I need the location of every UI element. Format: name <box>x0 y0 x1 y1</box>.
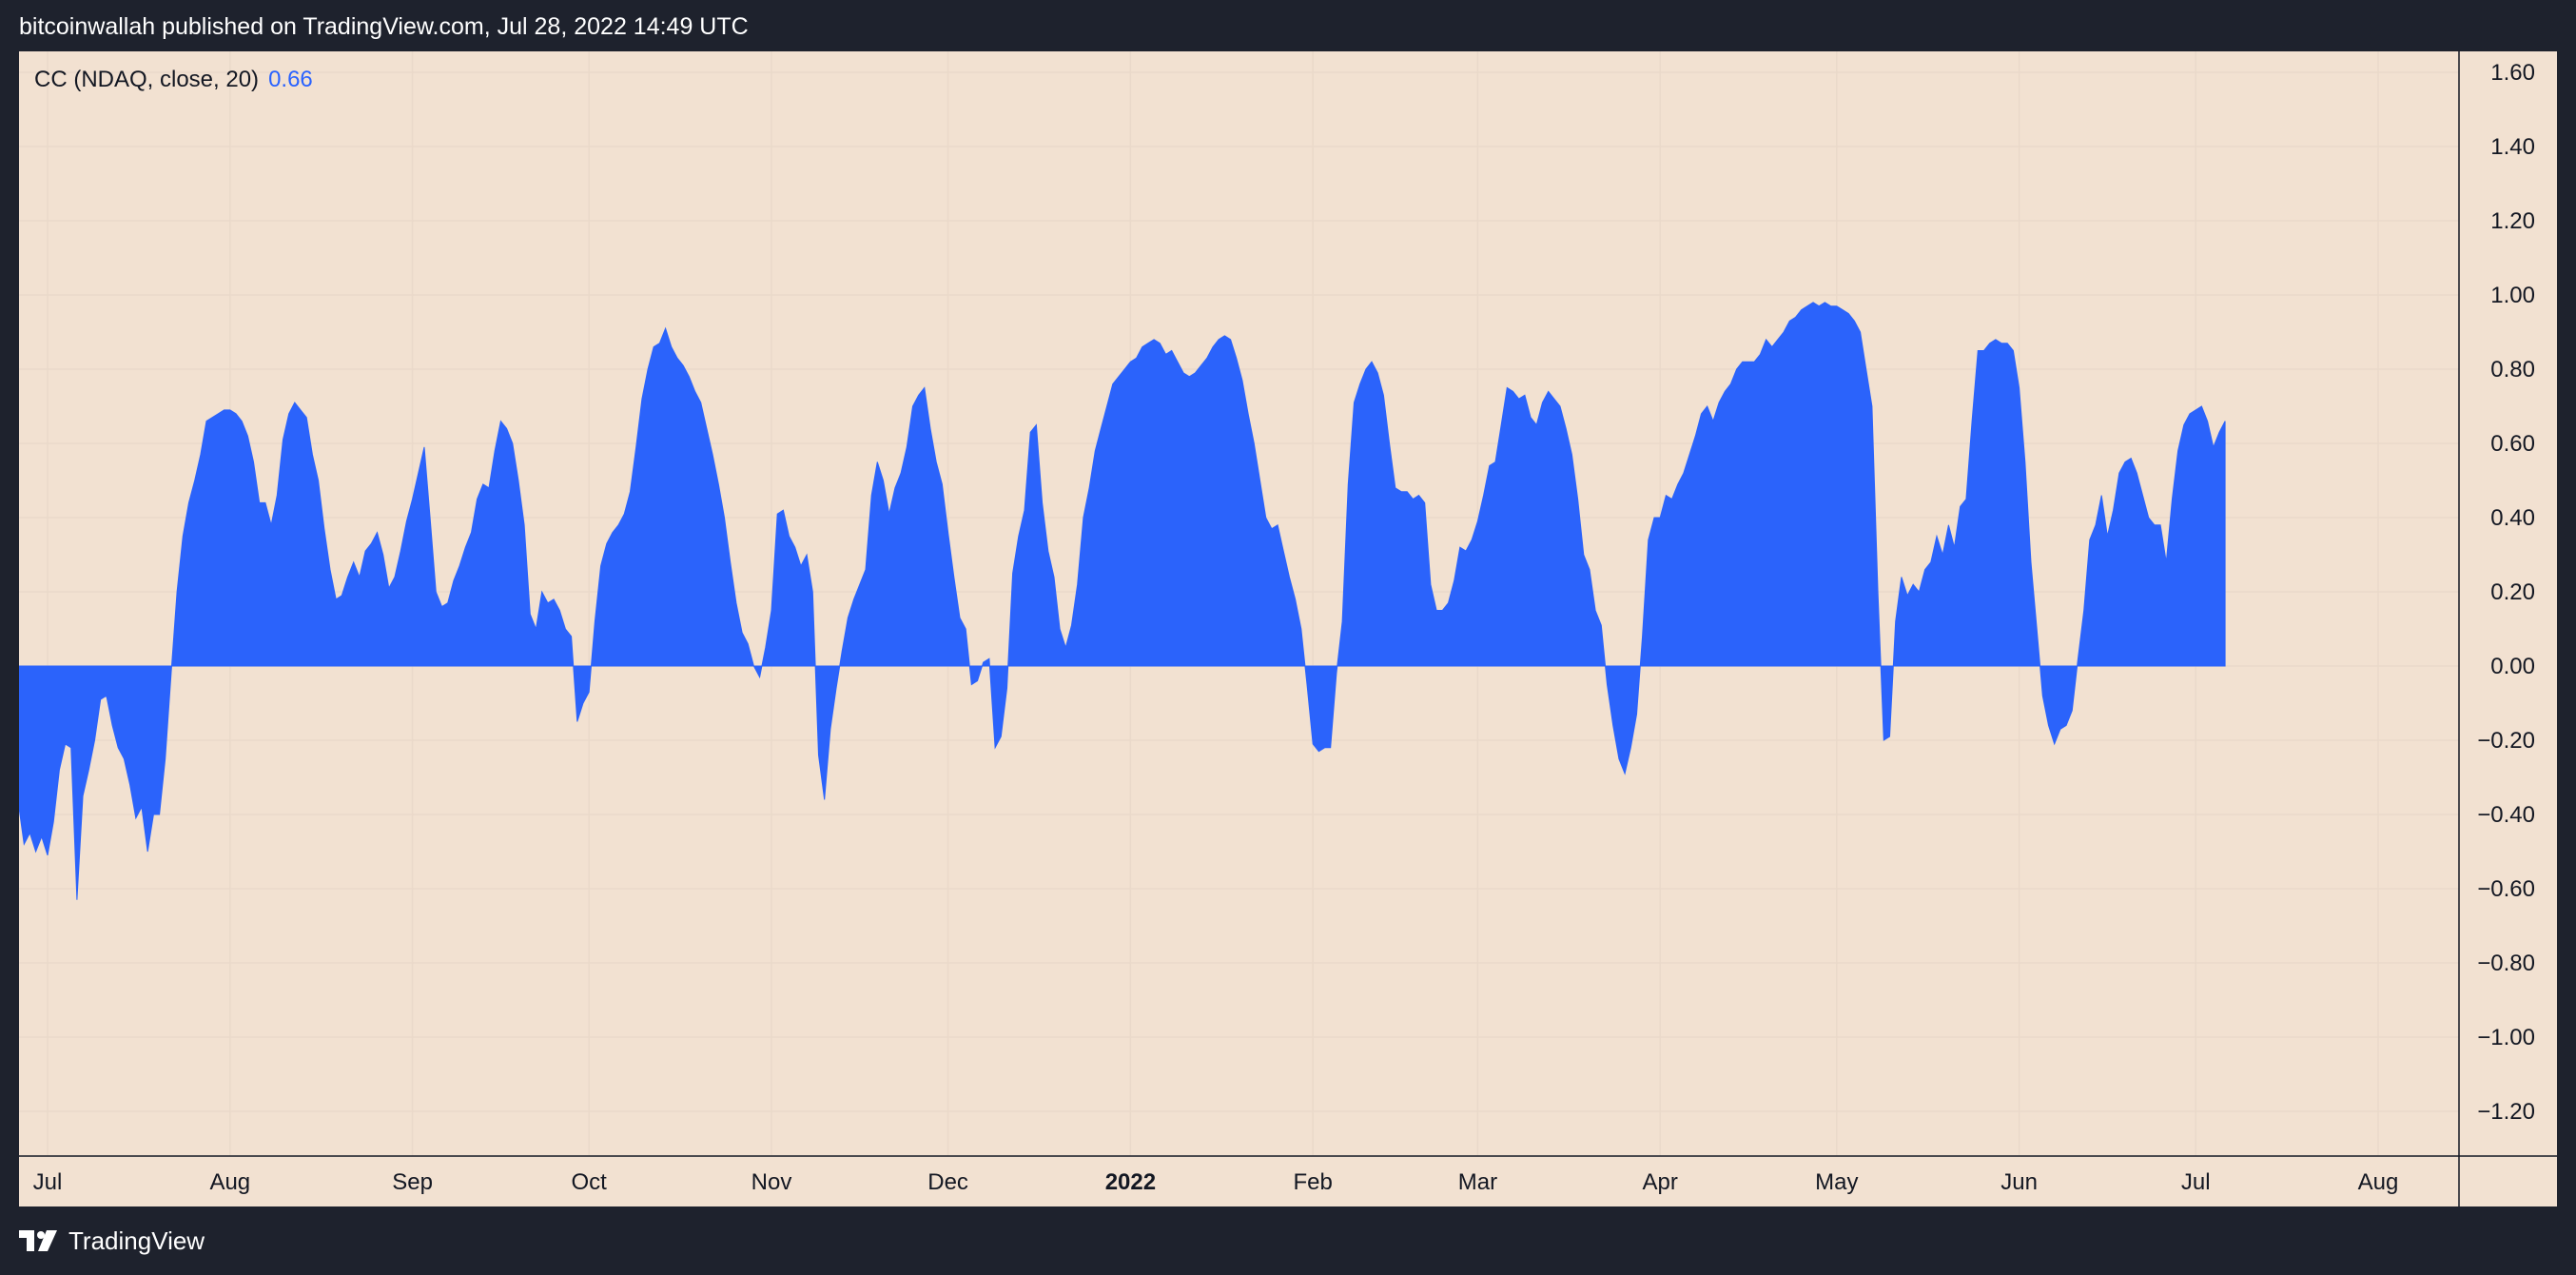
y-tick-label: 0.20 <box>2490 579 2535 605</box>
publish-info: bitcoinwallah published on TradingView.c… <box>19 13 749 40</box>
y-tick-label: −0.40 <box>2477 802 2535 828</box>
y-tick-label: −1.00 <box>2477 1025 2535 1050</box>
indicator-legend: CC (NDAQ, close, 20) 0.66 <box>34 67 313 93</box>
y-tick-label: 1.60 <box>2490 60 2535 86</box>
x-tick-label: Jul <box>2181 1169 2211 1195</box>
y-tick-label: 0.00 <box>2490 654 2535 679</box>
y-tick-label: 0.60 <box>2490 431 2535 457</box>
y-tick-label: 1.00 <box>2490 283 2535 308</box>
y-tick-label: 0.40 <box>2490 505 2535 531</box>
indicator-value: 0.66 <box>268 67 313 92</box>
indicator-label: CC (NDAQ, close, 20) <box>34 67 260 92</box>
y-tick-label: 0.80 <box>2490 357 2535 382</box>
y-tick-label: 1.20 <box>2490 208 2535 234</box>
y-tick-label: −0.20 <box>2477 728 2535 754</box>
y-tick-label: 1.40 <box>2490 134 2535 160</box>
brand-name: TradingView <box>68 1226 205 1255</box>
y-tick-label: −0.60 <box>2477 876 2535 902</box>
x-tick-label: May <box>1815 1169 1858 1195</box>
y-tick-label: −1.20 <box>2477 1099 2535 1125</box>
series-area <box>19 302 2226 900</box>
x-tick-label: Oct <box>572 1169 608 1195</box>
x-tick-label: Nov <box>751 1169 792 1195</box>
x-tick-label: Apr <box>1643 1169 1678 1195</box>
x-tick-label: Mar <box>1458 1169 1497 1195</box>
y-tick-label: −0.80 <box>2477 951 2535 976</box>
x-tick-label: Aug <box>209 1169 250 1195</box>
x-tick-label: Sep <box>392 1169 433 1195</box>
x-tick-label: Jun <box>2000 1169 2038 1195</box>
x-tick-label: Feb <box>1293 1169 1332 1195</box>
brand-footer[interactable]: TradingView <box>19 1224 205 1258</box>
x-tick-label: Dec <box>927 1169 968 1195</box>
x-tick-label: Aug <box>2358 1169 2399 1195</box>
x-tick-label: 2022 <box>1105 1169 1156 1195</box>
tradingview-logo-icon <box>19 1230 57 1251</box>
x-tick-label: Jul <box>33 1169 63 1195</box>
